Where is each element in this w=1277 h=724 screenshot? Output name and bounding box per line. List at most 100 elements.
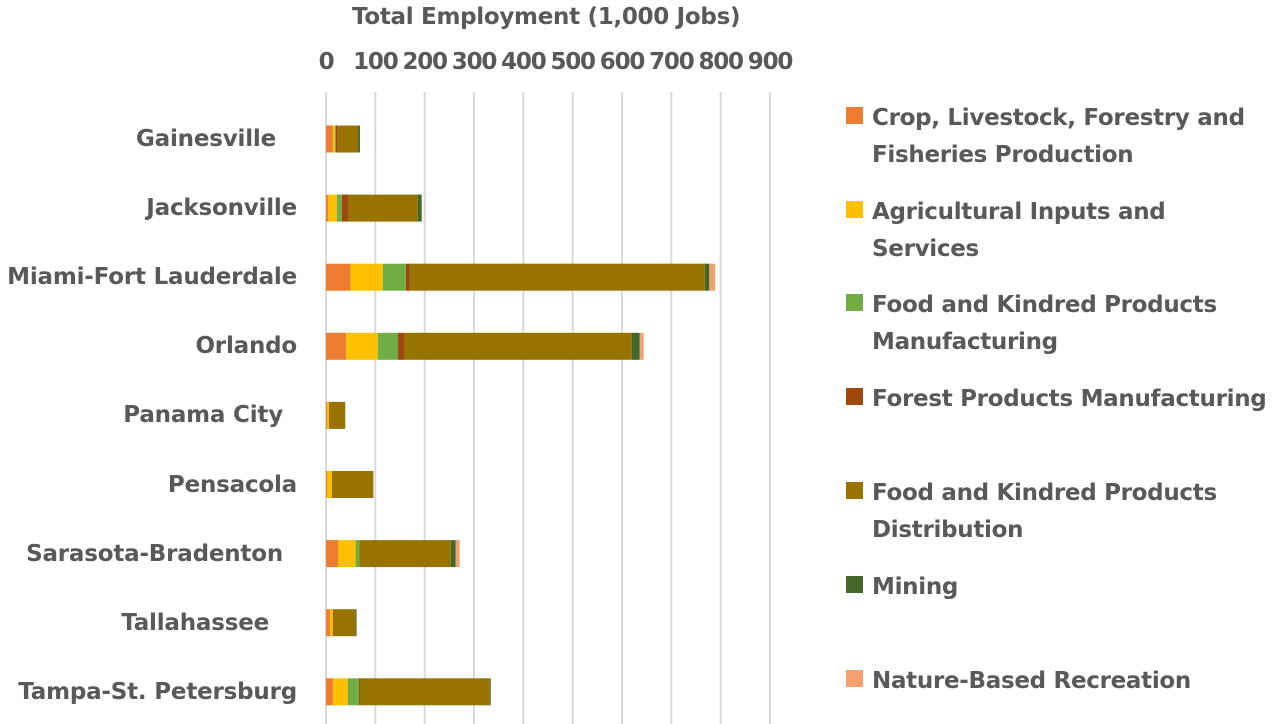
legend-label: Forest Products Manufacturing (872, 381, 1272, 418)
bar-segment (405, 263, 410, 291)
category-label: Miami-Fort Lauderdale (7, 264, 297, 291)
legend-label-line: Mining (872, 574, 959, 600)
bar-segment (332, 125, 335, 153)
x-tick-label: 500 (550, 49, 596, 75)
legend-label-line: Nature-Based Recreation (872, 668, 1191, 694)
legend-swatch (846, 482, 863, 499)
bar-segment (341, 194, 349, 222)
bar-segment (631, 332, 640, 360)
bar-segment (398, 332, 405, 360)
x-tick-label: 100 (353, 49, 399, 75)
bar-segment (326, 263, 351, 291)
bar-segment (355, 540, 360, 568)
bar-segment (450, 540, 456, 568)
bar-segment (704, 263, 710, 291)
x-tick-label: 300 (451, 49, 498, 75)
bar-segment (489, 678, 491, 706)
bar-segment (404, 332, 632, 360)
legend-item: Forest Products Manufacturing (846, 381, 1272, 418)
bar-segment (409, 263, 705, 291)
category-label: Orlando (195, 333, 297, 360)
bar-segment (331, 471, 374, 498)
x-tick-label: 800 (698, 49, 744, 75)
bar-segment (326, 540, 339, 568)
legend-label-line: Food and Kindred Products (872, 480, 1217, 506)
bar-segment (332, 609, 334, 637)
legend-label-line: Crop, Livestock, Forestry and (872, 105, 1245, 131)
legend-item: Nature-Based Recreation (846, 663, 1272, 700)
legend-item: Agricultural Inputs and Services (846, 194, 1272, 268)
bar-segment (417, 194, 422, 222)
legend-label-line: Manufacturing (872, 329, 1058, 355)
legend-label-line: Agricultural Inputs and Services (872, 199, 1166, 262)
bar-segment (326, 332, 347, 360)
bar-segment (326, 471, 327, 498)
x-tick-label: 900 (747, 49, 794, 75)
legend-swatch (846, 201, 863, 218)
bar-segment (328, 401, 346, 429)
legend-swatch (846, 576, 863, 593)
legend-label-line: Food and Kindred Products (872, 292, 1217, 318)
legend-label-line: Fisheries Production (872, 142, 1134, 168)
category-label: Tampa-St. Petersburg (18, 678, 297, 705)
legend-label: Food and Kindred Products Distribution (872, 475, 1272, 549)
x-tick-label: 700 (649, 49, 695, 75)
bar-segment (346, 332, 378, 360)
legend-item: Food and Kindred Products Distribution (846, 475, 1272, 549)
category-label: Pensacola (167, 471, 297, 498)
bar-segment (359, 678, 361, 706)
legend-label: Agricultural Inputs and Services (872, 194, 1272, 268)
bar-segment (382, 263, 406, 291)
chart-title: Total Employment (1,000 Jobs) (352, 4, 741, 30)
bar-segment (326, 471, 332, 498)
bar-segment (326, 678, 333, 706)
legend-swatch (846, 388, 863, 405)
bar-segment (337, 125, 359, 153)
bar-segment (326, 401, 327, 429)
bar-segment (455, 540, 460, 568)
category-label: Jacksonville (146, 195, 297, 222)
legend-item: Crop, Livestock, Forestry and Fisheries P… (846, 100, 1272, 174)
bar-segment (639, 332, 644, 360)
bar-segment (329, 609, 333, 637)
x-tick-label: 400 (501, 49, 547, 75)
bar-segment (338, 540, 356, 568)
bar-segment (355, 609, 357, 637)
category-label: Gainesville (136, 126, 276, 152)
legend-swatch (846, 294, 863, 311)
bar-segment (326, 125, 333, 153)
bar-segment (360, 678, 490, 706)
x-tick-label: 600 (599, 49, 646, 75)
x-tick-label: 0 (318, 49, 335, 75)
category-label: Panama City (123, 402, 283, 429)
bar-segment (348, 194, 418, 222)
legend-swatch (846, 107, 863, 124)
bar-segment (350, 263, 383, 291)
bar-segment (358, 125, 361, 153)
legend-label: Food and Kindred Products Manufacturing (872, 287, 1272, 361)
bar-segment (709, 263, 716, 291)
legend-label: Crop, Livestock, Forestry and Fisheries P… (872, 100, 1272, 174)
legend-label-line: Distribution (872, 517, 1024, 543)
legend-item: Mining (846, 569, 1272, 606)
bar-segment (335, 125, 338, 153)
legend-item: Food and Kindred Products Manufacturing (846, 287, 1272, 361)
bar-segment (336, 194, 342, 222)
category-label: Tallahassee (121, 609, 269, 636)
legend-label-line: Forest Products Manufacturing (872, 386, 1267, 412)
bar-segment (377, 332, 399, 360)
bar-segment (359, 540, 451, 568)
legend-swatch (846, 670, 863, 687)
bar-segment (333, 609, 356, 637)
bar-segment (326, 401, 329, 429)
bar-segment (332, 678, 348, 706)
bar-segment (327, 194, 337, 222)
bar-segment (334, 125, 336, 153)
bar-segment (347, 678, 360, 706)
bar-segment (326, 194, 328, 222)
legend-label: Nature-Based Recreation (872, 663, 1272, 700)
bar-segment (326, 609, 330, 637)
category-label: Sarasota-Bradenton (26, 540, 283, 567)
legend-label: Mining (872, 569, 1272, 606)
